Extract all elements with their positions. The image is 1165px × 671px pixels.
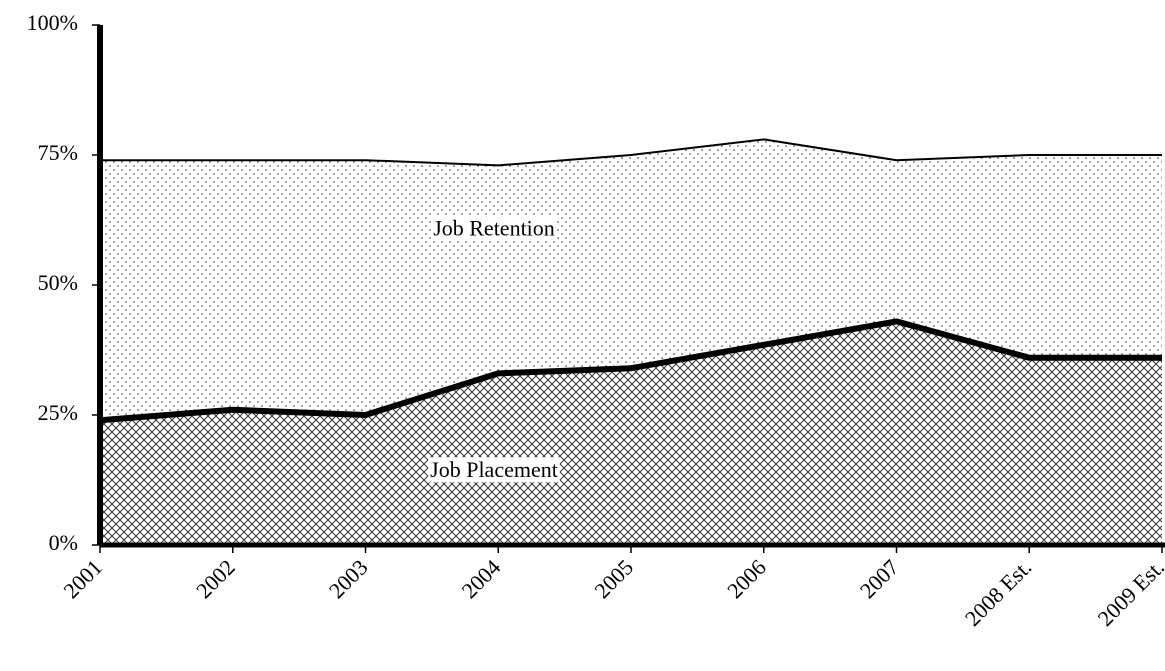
series-label-bg xyxy=(431,215,557,241)
x-tick-label: 2003 xyxy=(324,554,373,603)
x-tick-label: 2004 xyxy=(457,554,506,603)
y-tick-label: 100% xyxy=(27,10,78,35)
y-tick-label: 0% xyxy=(49,530,78,555)
area xyxy=(100,139,1162,421)
series-label: Job Retention xyxy=(433,215,555,240)
area-line xyxy=(100,138,1162,167)
series-label: Job Placement xyxy=(430,457,558,482)
area-line xyxy=(99,318,1162,424)
y-tick-label: 25% xyxy=(38,400,78,425)
x-tick-label: 2009 Est. xyxy=(1093,554,1165,630)
x-tick-label: 2006 xyxy=(722,554,771,603)
y-tick-label: 75% xyxy=(38,140,78,165)
x-tick-label: 2002 xyxy=(191,554,240,603)
x-tick-label: 2008 Est. xyxy=(960,554,1036,630)
x-tick-label: 2001 xyxy=(58,554,107,603)
x-tick-label: 2007 xyxy=(855,554,904,603)
x-tick-label: 2005 xyxy=(589,554,638,603)
area xyxy=(100,321,1162,545)
y-tick-label: 50% xyxy=(38,270,78,295)
series-label-bg xyxy=(428,457,560,483)
